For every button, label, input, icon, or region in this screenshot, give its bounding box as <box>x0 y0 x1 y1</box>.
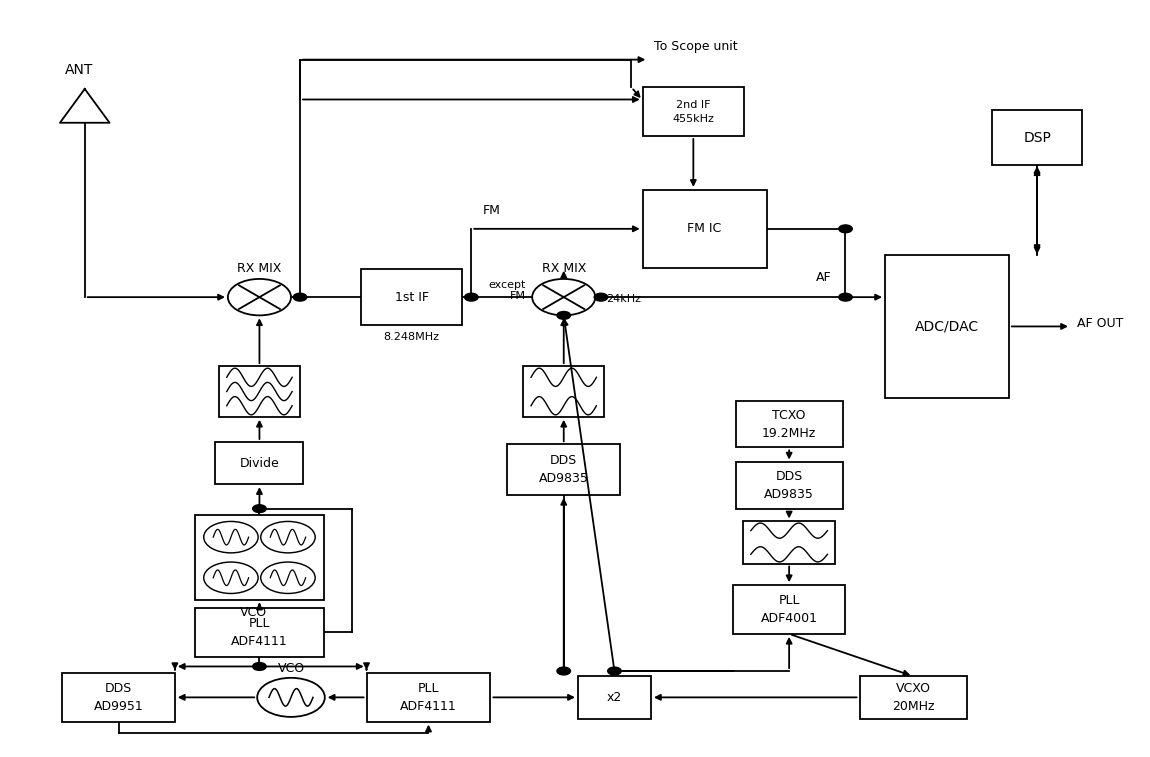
Text: except: except <box>488 280 526 291</box>
Text: PLL
ADF4111: PLL ADF4111 <box>400 682 457 713</box>
Circle shape <box>838 293 852 301</box>
Circle shape <box>258 678 324 717</box>
Bar <box>736 400 843 447</box>
Circle shape <box>261 562 315 593</box>
Circle shape <box>253 505 266 512</box>
Bar <box>218 366 300 417</box>
Text: VCO: VCO <box>240 606 267 619</box>
Text: TCXO
19.2MHz: TCXO 19.2MHz <box>762 409 816 440</box>
Circle shape <box>204 562 258 593</box>
Bar <box>215 442 304 484</box>
Circle shape <box>532 279 596 316</box>
Text: VCXO
20MHz: VCXO 20MHz <box>892 682 934 713</box>
Text: ADC/DAC: ADC/DAC <box>915 319 979 333</box>
Text: 2nd IF
455kHz: 2nd IF 455kHz <box>673 100 714 123</box>
Text: DDS
AD9835: DDS AD9835 <box>765 470 814 501</box>
Bar <box>859 676 967 718</box>
Circle shape <box>838 225 852 232</box>
Text: 1st IF: 1st IF <box>394 291 429 304</box>
Text: PLL
ADF4001: PLL ADF4001 <box>760 594 818 625</box>
Text: RX MIX: RX MIX <box>542 262 585 275</box>
Text: FM: FM <box>509 291 526 301</box>
Text: Divide: Divide <box>239 456 279 469</box>
Bar <box>194 516 324 600</box>
Text: x2: x2 <box>607 691 622 704</box>
Bar <box>643 190 767 268</box>
Bar <box>643 87 744 136</box>
Text: PLL
ADF4111: PLL ADF4111 <box>231 617 288 648</box>
Text: AF OUT: AF OUT <box>1076 316 1122 330</box>
Text: To Scope unit: To Scope unit <box>654 40 737 53</box>
Bar <box>733 585 845 634</box>
Text: AF: AF <box>816 271 831 284</box>
Text: DSP: DSP <box>1024 131 1051 145</box>
Text: RX MIX: RX MIX <box>237 262 282 275</box>
Circle shape <box>253 662 266 671</box>
Circle shape <box>261 522 315 553</box>
Bar <box>507 444 620 495</box>
Bar <box>523 366 604 417</box>
Circle shape <box>557 311 570 319</box>
Bar <box>367 673 490 721</box>
Circle shape <box>228 279 291 316</box>
Bar <box>743 522 835 564</box>
Text: ANT: ANT <box>64 63 93 77</box>
Bar <box>736 463 843 509</box>
Circle shape <box>293 293 307 301</box>
Text: DDS
AD9951: DDS AD9951 <box>93 682 144 713</box>
Bar <box>361 269 462 325</box>
Bar <box>62 673 175 721</box>
Text: VCO: VCO <box>277 662 305 675</box>
Circle shape <box>557 667 570 675</box>
Circle shape <box>204 522 258 553</box>
Bar <box>577 676 651 718</box>
Text: FM: FM <box>483 204 500 217</box>
Bar <box>194 608 324 656</box>
Text: 8.248MHz: 8.248MHz <box>384 332 439 341</box>
Circle shape <box>607 667 621 675</box>
Text: 24kHz: 24kHz <box>606 294 642 304</box>
Bar <box>886 255 1009 398</box>
Bar <box>992 110 1082 165</box>
Text: FM IC: FM IC <box>688 223 722 235</box>
Circle shape <box>465 293 478 301</box>
Circle shape <box>595 293 607 301</box>
Text: DDS
AD9835: DDS AD9835 <box>539 454 589 485</box>
